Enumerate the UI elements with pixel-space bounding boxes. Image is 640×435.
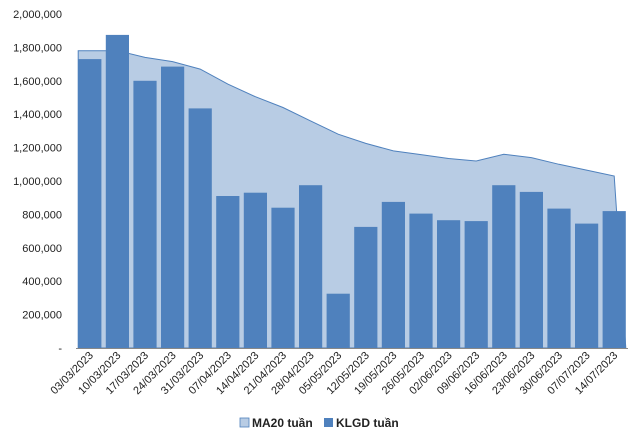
klgd-bar (437, 220, 461, 348)
klgd-bar (299, 185, 323, 348)
legend: MA20 tuần KLGD tuần (239, 416, 399, 430)
x-axis-labels: 03/03/202310/03/202317/03/202324/03/2023… (49, 350, 621, 397)
klgd-bar (243, 192, 267, 348)
klgd-bar (78, 59, 102, 348)
klgd-bar (547, 208, 571, 348)
klgd-bar (271, 207, 295, 348)
legend-label-klgd: KLGD tuần (336, 416, 399, 430)
y-tick-label: 1,400,000 (13, 109, 62, 121)
klgd-bar (161, 66, 185, 348)
klgd-bar (381, 201, 405, 348)
klgd-bar (409, 213, 433, 348)
klgd-bar-layer (78, 34, 626, 349)
y-tick-label: 1,800,000 (13, 42, 62, 54)
y-axis-labels: - 200,000 400,000 600,000 800,000 1,000,000 1,… (13, 9, 62, 355)
klgd-bar (492, 185, 516, 348)
klgd-bar (575, 223, 599, 348)
legend-swatch-ma20 (239, 417, 250, 428)
klgd-bar (602, 211, 626, 348)
legend-swatch-klgd (324, 418, 333, 427)
y-tick-label: 800,000 (22, 209, 62, 221)
y-tick-label: - (58, 343, 62, 355)
klgd-bar (519, 191, 543, 348)
y-tick-label: 400,000 (22, 276, 62, 288)
klgd-bar (216, 196, 240, 348)
klgd-bar (464, 221, 488, 348)
y-tick-label: 1,200,000 (13, 143, 62, 155)
y-tick-label: 600,000 (22, 243, 62, 255)
y-tick-label: 1,600,000 (13, 76, 62, 88)
y-tick-label: 1,000,000 (13, 176, 62, 188)
y-tick-label: 2,000,000 (13, 9, 62, 21)
klgd-bar (133, 80, 157, 349)
klgd-bar (326, 293, 350, 348)
legend-label-ma20: MA20 tuần (252, 416, 313, 430)
ma20-area-layer (77, 50, 627, 349)
ma20-area (77, 50, 627, 349)
y-tick-label: 200,000 (22, 310, 62, 322)
klgd-bar (105, 34, 129, 349)
klgd-bar (354, 226, 378, 348)
klgd-bar (188, 108, 212, 349)
